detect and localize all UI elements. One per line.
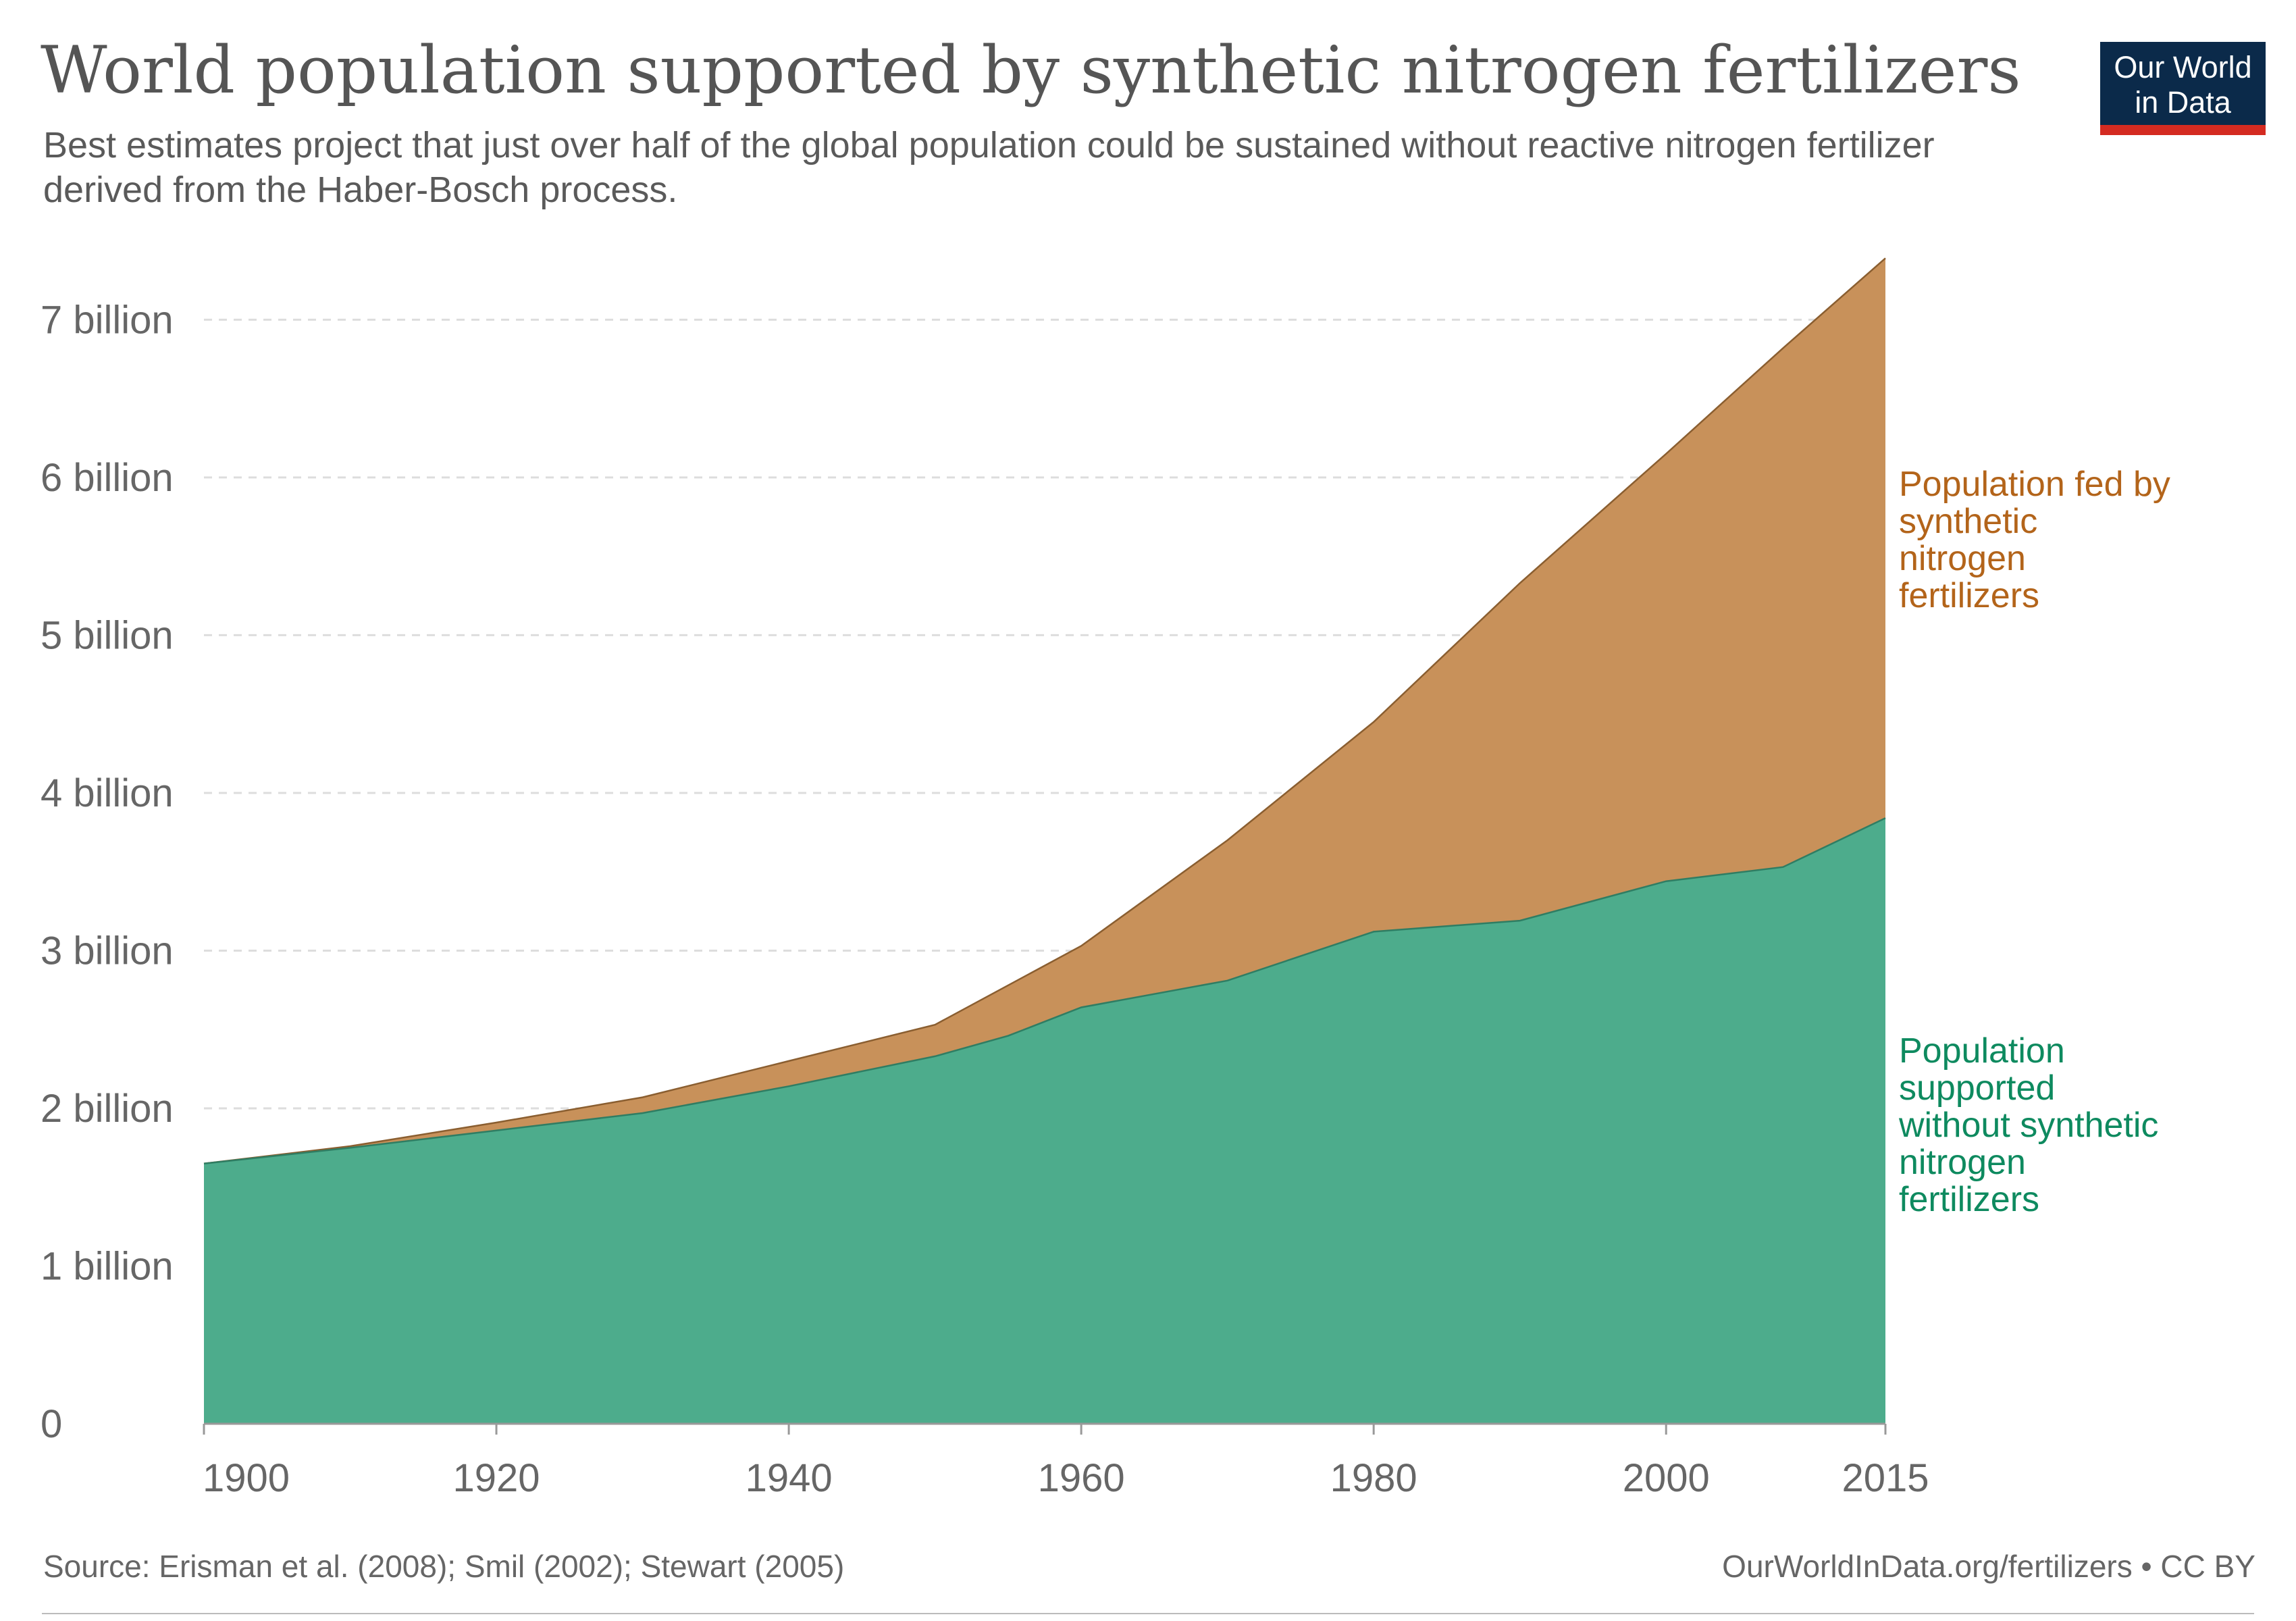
x-tick-label: 1900: [203, 1456, 290, 1500]
source-note[interactable]: Source: Erisman et al. (2008); Smil (200…: [43, 1549, 845, 1584]
stacked-areas: [203, 257, 1886, 1424]
logo-accent-bar: [2100, 125, 2266, 135]
y-tick-label: 4 billion: [41, 771, 174, 815]
y-tick-label: 6 billion: [41, 456, 174, 500]
label-line: fertilizers: [1899, 576, 2039, 615]
y-tick-label: 0: [41, 1402, 62, 1446]
axes: 0 1 billion 2 billion 3 billion 4 billion 5 b…: [41, 298, 1929, 1500]
logo-line-2: in Data: [2135, 85, 2231, 120]
series-labels: Population fed by synthetic nitrogen fertil…: [1898, 465, 2170, 1219]
x-tick-label: 1980: [1330, 1456, 1417, 1500]
chart-subtitle: Best estimates project that just over ha…: [43, 125, 1935, 210]
owid-logo[interactable]: Our World in Data: [2100, 42, 2266, 135]
line-without-fertilizers: [203, 817, 1886, 1164]
x-tick-label: 1920: [453, 1456, 540, 1500]
y-tick-label: 3 billion: [41, 929, 174, 973]
label-line: Population fed by: [1899, 465, 2170, 504]
label-line: without synthetic: [1898, 1106, 2158, 1145]
label-line: nitrogen: [1899, 539, 2026, 578]
label-line: supported: [1899, 1069, 2055, 1108]
x-tick-label: 1940: [746, 1456, 833, 1500]
label-supported-without-fertilizers: Population supported without synthetic nitr…: [1898, 1031, 2158, 1219]
y-tick-label: 1 billion: [41, 1244, 174, 1288]
x-tick-label: 1960: [1038, 1456, 1125, 1500]
label-line: Population: [1899, 1031, 2065, 1071]
x-tick-label: 2015: [1842, 1456, 1929, 1500]
label-line: nitrogen: [1899, 1143, 2026, 1182]
label-line: fertilizers: [1899, 1180, 2039, 1219]
area-fed-by-synthetic-fertilizers: [204, 258, 1885, 1164]
y-tick-label: 7 billion: [41, 298, 174, 342]
line-total-population: [203, 257, 1886, 1164]
bottom-divider: [42, 1613, 2254, 1614]
label-fed-by-synthetic-fertilizers: Population fed by synthetic nitrogen fertil…: [1899, 465, 2170, 615]
area-chart: 0 1 billion 2 billion 3 billion 4 billion 5 b…: [41, 257, 2170, 1500]
license-link[interactable]: OurWorldInData.org/fertilizers • CC BY: [1722, 1549, 2255, 1584]
y-tick-label: 5 billion: [41, 613, 174, 657]
chart-title: World population supported by synthetic …: [41, 32, 2021, 108]
x-tick-label: 2000: [1623, 1456, 1710, 1500]
area-supported-without-fertilizers: [204, 818, 1885, 1424]
logo-line-1: Our World: [2114, 50, 2252, 84]
label-line: synthetic: [1899, 502, 2037, 541]
y-tick-label: 2 billion: [41, 1087, 174, 1131]
